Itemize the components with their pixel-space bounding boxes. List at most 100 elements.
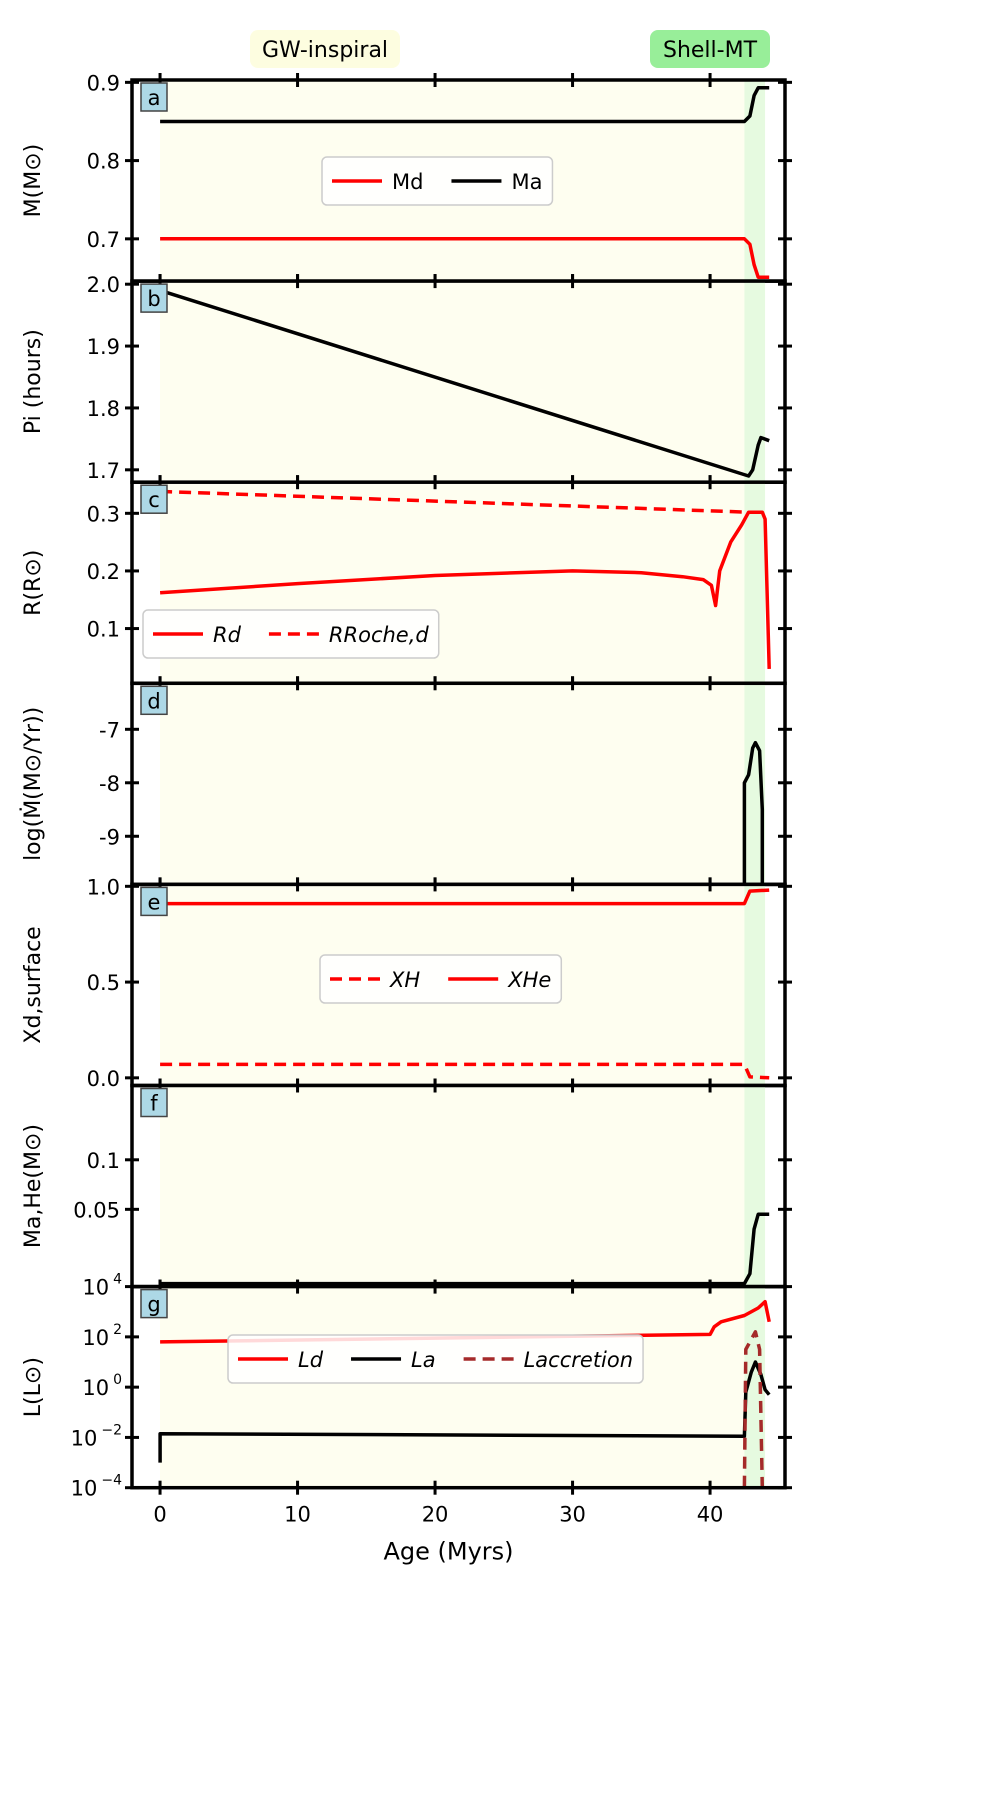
- panel-letter: d: [147, 689, 160, 713]
- series-line-Mdot: [742, 740, 765, 885]
- legend-label: RRoche,d: [329, 623, 429, 647]
- legend: [227, 1334, 644, 1384]
- panel-b: 1.7 1.8 1.9 2.0 b Pi (hours): [21, 273, 792, 490]
- series-line-Md: [160, 237, 770, 279]
- ytick-label: 2.0: [87, 273, 120, 297]
- panel-letter-box: [140, 685, 168, 716]
- panel-letter: e: [148, 890, 161, 914]
- legend-label: Ma: [511, 170, 542, 194]
- ytick-label: 1.8: [87, 397, 120, 421]
- y-axis-label: log(Ṁ(M⊙/Yr)): [20, 707, 46, 861]
- panel-letter-box: [140, 484, 168, 514]
- panel-frame: [130, 1284, 787, 1490]
- y-axis-label: R(R⊙): [21, 550, 46, 616]
- ytick-label: 0.0: [87, 1067, 120, 1091]
- panel-letter: b: [147, 287, 160, 311]
- ytick-label: 0.7: [87, 228, 120, 252]
- panel-e: 0.0 0.5 1.0 e Xd,surface XH XHe: [21, 875, 792, 1093]
- ytick-exponent: 0: [113, 1372, 122, 1388]
- phase-shading: [744, 1286, 766, 1488]
- ytick-label: 10: [71, 1426, 98, 1450]
- phase-shading: [744, 884, 766, 1086]
- legend-label: Rd: [213, 623, 242, 647]
- series-line-Ma,He: [160, 1212, 770, 1286]
- ytick-label: 0.3: [87, 502, 120, 526]
- phase-shading: [160, 1286, 745, 1488]
- legend-label: XH: [389, 968, 420, 992]
- legend-label: Md: [392, 170, 423, 194]
- xtick-label: 20: [422, 1503, 449, 1527]
- x-axis-label: Age (Myrs): [383, 1538, 513, 1566]
- ytick-label: 1.7: [87, 459, 120, 483]
- panel-c: 0.1 0.2 0.3 c R(R⊙) Rd RRoche,d: [21, 475, 792, 691]
- ytick-label: -9: [99, 825, 120, 849]
- ytick-label: 0.2: [87, 560, 120, 584]
- phase-shading: [744, 281, 766, 483]
- y-axis-label: Pi (hours): [21, 329, 46, 434]
- series-line-Ma: [160, 86, 770, 124]
- phase-shading: [744, 1085, 766, 1287]
- ytick-label: -8: [99, 772, 120, 796]
- legend-label: La: [411, 1348, 436, 1372]
- legend-label: Laccretion: [524, 1348, 633, 1372]
- phase-label: GW-inspiral: [262, 38, 388, 63]
- panel-letter-box: [140, 886, 168, 917]
- phase-shading: [160, 683, 745, 885]
- y-axis-label: L(L⊙): [21, 1357, 46, 1417]
- xtick-label: 10: [284, 1503, 311, 1527]
- legend: [319, 954, 563, 1004]
- series-line-La: [158, 1360, 771, 1463]
- legend-label: Ld: [298, 1348, 324, 1372]
- ytick-label: -7: [99, 718, 120, 742]
- panel-letter-box: [140, 1087, 168, 1118]
- panel-letter-box: [140, 1288, 168, 1319]
- legend: [321, 156, 554, 206]
- ytick-exponent: −4: [101, 1473, 122, 1489]
- panel-d: -9 -8 -7 d log(Ṁ(M⊙/Yr)): [20, 676, 792, 892]
- series-line-XHe: [160, 888, 770, 906]
- phase-shading: [744, 683, 766, 885]
- panel-letter: c: [148, 488, 160, 512]
- ytick-label: 10: [82, 1326, 109, 1350]
- xtick-label: 0: [153, 1503, 166, 1527]
- phase-label: Shell-MT: [663, 38, 758, 63]
- ytick-exponent: −2: [101, 1422, 122, 1438]
- y-axis-label: Ma,He(M⊙): [21, 1124, 46, 1248]
- panel-f: 0.05 0.1 f Ma,He(M⊙): [21, 1078, 792, 1294]
- ytick-label: 0.1: [87, 1149, 120, 1173]
- panel-letter-box: [140, 82, 168, 112]
- legend-label: XHe: [507, 968, 551, 992]
- ytick-label: 1.0: [87, 875, 120, 899]
- phase-shading: [744, 80, 766, 282]
- phase-label-bg: [650, 30, 770, 68]
- ytick-label: 10: [82, 1276, 109, 1300]
- series-line-RRoche,d: [160, 489, 763, 514]
- phase-shading: [160, 1085, 745, 1287]
- series-line-XH: [160, 1062, 770, 1080]
- ytick-label: 0.9: [87, 71, 120, 95]
- y-axis-label: Xd,surface: [21, 926, 46, 1043]
- ytick-label: 1.9: [87, 335, 120, 359]
- ytick-label: 10: [71, 1477, 98, 1501]
- panel-letter: g: [147, 1293, 160, 1317]
- panel-letter: a: [148, 86, 161, 110]
- ytick-exponent: 2: [113, 1322, 122, 1338]
- y-axis-label: M(M⊙): [21, 144, 46, 218]
- ytick-label: 0.8: [87, 150, 120, 174]
- ytick-label: 0.1: [87, 618, 120, 642]
- ytick-label: 0.05: [73, 1198, 120, 1222]
- phase-shading: [744, 482, 766, 684]
- xtick-label: 40: [697, 1503, 724, 1527]
- series-line-P: [159, 288, 770, 478]
- panel-letter-box: [140, 283, 168, 313]
- panel-letter: f: [150, 1092, 158, 1116]
- ytick-exponent: 4: [113, 1272, 122, 1288]
- phase-label-bg: [250, 30, 400, 68]
- ytick-label: 0.5: [87, 971, 120, 995]
- series-line-Laccretion: [742, 1330, 765, 1488]
- ytick-label: 10: [82, 1376, 109, 1400]
- panel-a: 0.7 0.8 0.9 a M(M⊙) Md Ma: [21, 71, 792, 289]
- xtick-label: 30: [559, 1503, 586, 1527]
